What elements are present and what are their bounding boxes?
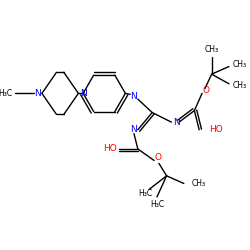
Text: N: N: [173, 118, 180, 126]
Text: N: N: [80, 89, 86, 98]
Text: CH₃: CH₃: [204, 45, 219, 54]
Text: N: N: [34, 89, 40, 98]
Text: CH₃: CH₃: [233, 81, 247, 90]
Text: CH₃: CH₃: [192, 179, 206, 188]
Text: O: O: [202, 86, 209, 95]
Text: HO: HO: [209, 125, 222, 134]
Text: N: N: [130, 92, 136, 101]
Text: N: N: [130, 125, 136, 134]
Text: O: O: [154, 153, 162, 162]
Text: H₃C: H₃C: [0, 89, 12, 98]
Text: H₃C: H₃C: [138, 188, 152, 198]
Text: HO: HO: [103, 144, 117, 154]
Text: H₃C: H₃C: [150, 200, 164, 209]
Text: CH₃: CH₃: [233, 60, 247, 69]
